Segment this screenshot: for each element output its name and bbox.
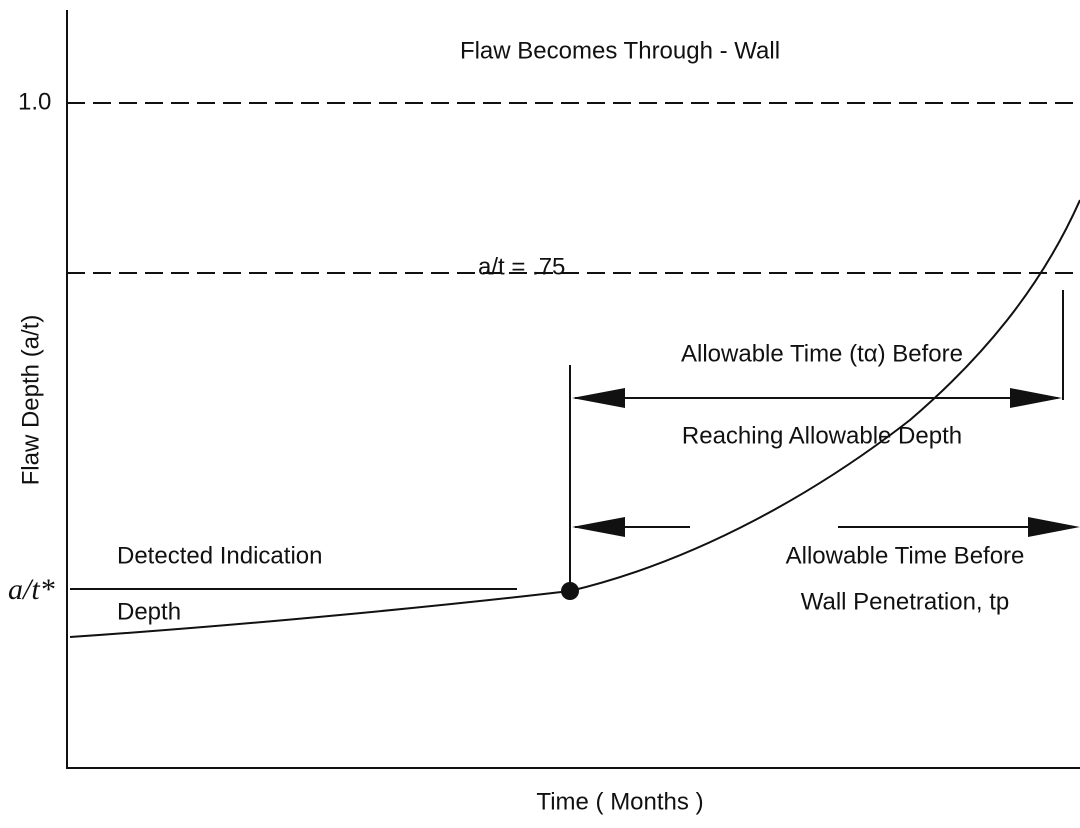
detection-point <box>561 582 579 600</box>
penetration-label: Wall Penetration, tp <box>801 588 1010 615</box>
title: Flaw Becomes Through - Wall <box>460 37 780 64</box>
penetration-label: Allowable Time Before <box>786 542 1025 569</box>
y-level: 1.0 <box>18 88 51 115</box>
allowable-time-label: Reaching Allowable Depth <box>682 422 962 449</box>
detected-label: Detected Indication <box>117 542 322 569</box>
arrowhead <box>572 388 625 408</box>
allowable-depth-label: a/t = .75 <box>478 253 565 280</box>
detected-label: Depth <box>117 598 181 625</box>
y-level: a/t* <box>8 573 55 606</box>
arrowhead <box>1028 517 1080 537</box>
x-axis-label: Time ( Months ) <box>536 788 703 815</box>
allowable-time-label: Allowable Time (tα) Before <box>681 340 963 367</box>
axes <box>66 10 1080 769</box>
arrowhead <box>572 517 625 537</box>
arrowhead <box>1010 388 1062 408</box>
growth-curve <box>69 199 1080 638</box>
y-axis-label: Flaw Depth (a/t) <box>17 315 44 486</box>
